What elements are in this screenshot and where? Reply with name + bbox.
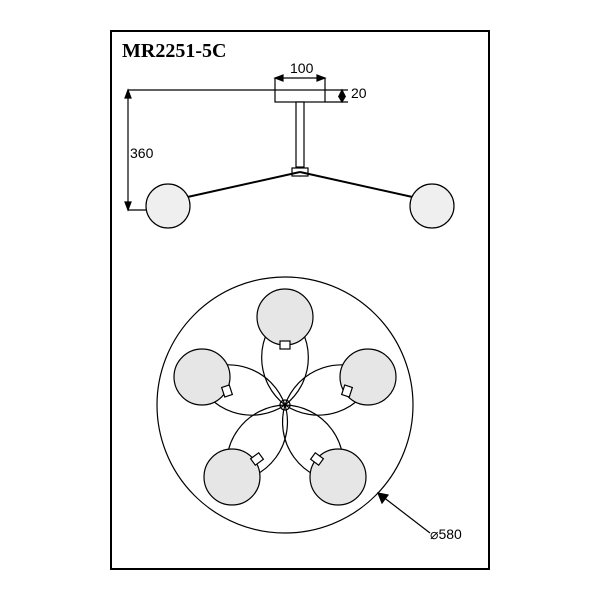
dim-canopy-height: 20 (351, 85, 367, 101)
dim-diameter: ⌀580 (430, 526, 462, 543)
side-elevation (110, 60, 490, 260)
dim-canopy-width: 100 (290, 60, 313, 76)
dim-height: 360 (130, 145, 153, 161)
